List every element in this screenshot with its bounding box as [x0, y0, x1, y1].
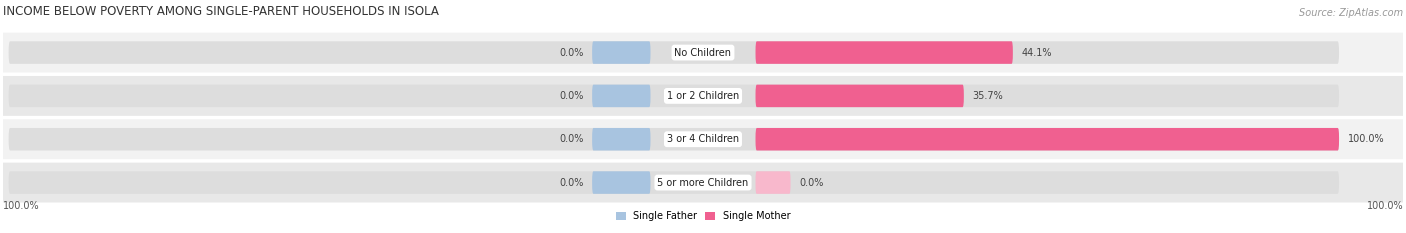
Text: 3 or 4 Children: 3 or 4 Children [666, 134, 740, 144]
FancyBboxPatch shape [3, 163, 1403, 202]
Text: 100.0%: 100.0% [1367, 201, 1403, 211]
Text: 0.0%: 0.0% [560, 48, 583, 58]
Text: 0.0%: 0.0% [560, 178, 583, 188]
FancyBboxPatch shape [3, 76, 1403, 116]
Text: Source: ZipAtlas.com: Source: ZipAtlas.com [1299, 8, 1403, 18]
FancyBboxPatch shape [592, 128, 651, 151]
Text: No Children: No Children [675, 48, 731, 58]
FancyBboxPatch shape [755, 128, 1339, 151]
Text: 100.0%: 100.0% [1348, 134, 1385, 144]
Text: 0.0%: 0.0% [560, 134, 583, 144]
Text: 1 or 2 Children: 1 or 2 Children [666, 91, 740, 101]
Text: 0.0%: 0.0% [560, 91, 583, 101]
FancyBboxPatch shape [3, 33, 1403, 72]
FancyBboxPatch shape [8, 41, 1339, 64]
Text: 0.0%: 0.0% [799, 178, 824, 188]
FancyBboxPatch shape [755, 171, 790, 194]
FancyBboxPatch shape [592, 85, 651, 107]
FancyBboxPatch shape [592, 171, 651, 194]
FancyBboxPatch shape [8, 128, 1339, 151]
FancyBboxPatch shape [8, 171, 1339, 194]
Text: 5 or more Children: 5 or more Children [658, 178, 748, 188]
Text: 44.1%: 44.1% [1022, 48, 1052, 58]
Text: 100.0%: 100.0% [3, 201, 39, 211]
FancyBboxPatch shape [8, 85, 1339, 107]
FancyBboxPatch shape [3, 119, 1403, 159]
Text: 35.7%: 35.7% [973, 91, 1004, 101]
FancyBboxPatch shape [755, 41, 1012, 64]
FancyBboxPatch shape [592, 41, 651, 64]
Legend: Single Father, Single Mother: Single Father, Single Mother [612, 208, 794, 225]
FancyBboxPatch shape [755, 85, 965, 107]
Text: INCOME BELOW POVERTY AMONG SINGLE-PARENT HOUSEHOLDS IN ISOLA: INCOME BELOW POVERTY AMONG SINGLE-PARENT… [3, 5, 439, 18]
